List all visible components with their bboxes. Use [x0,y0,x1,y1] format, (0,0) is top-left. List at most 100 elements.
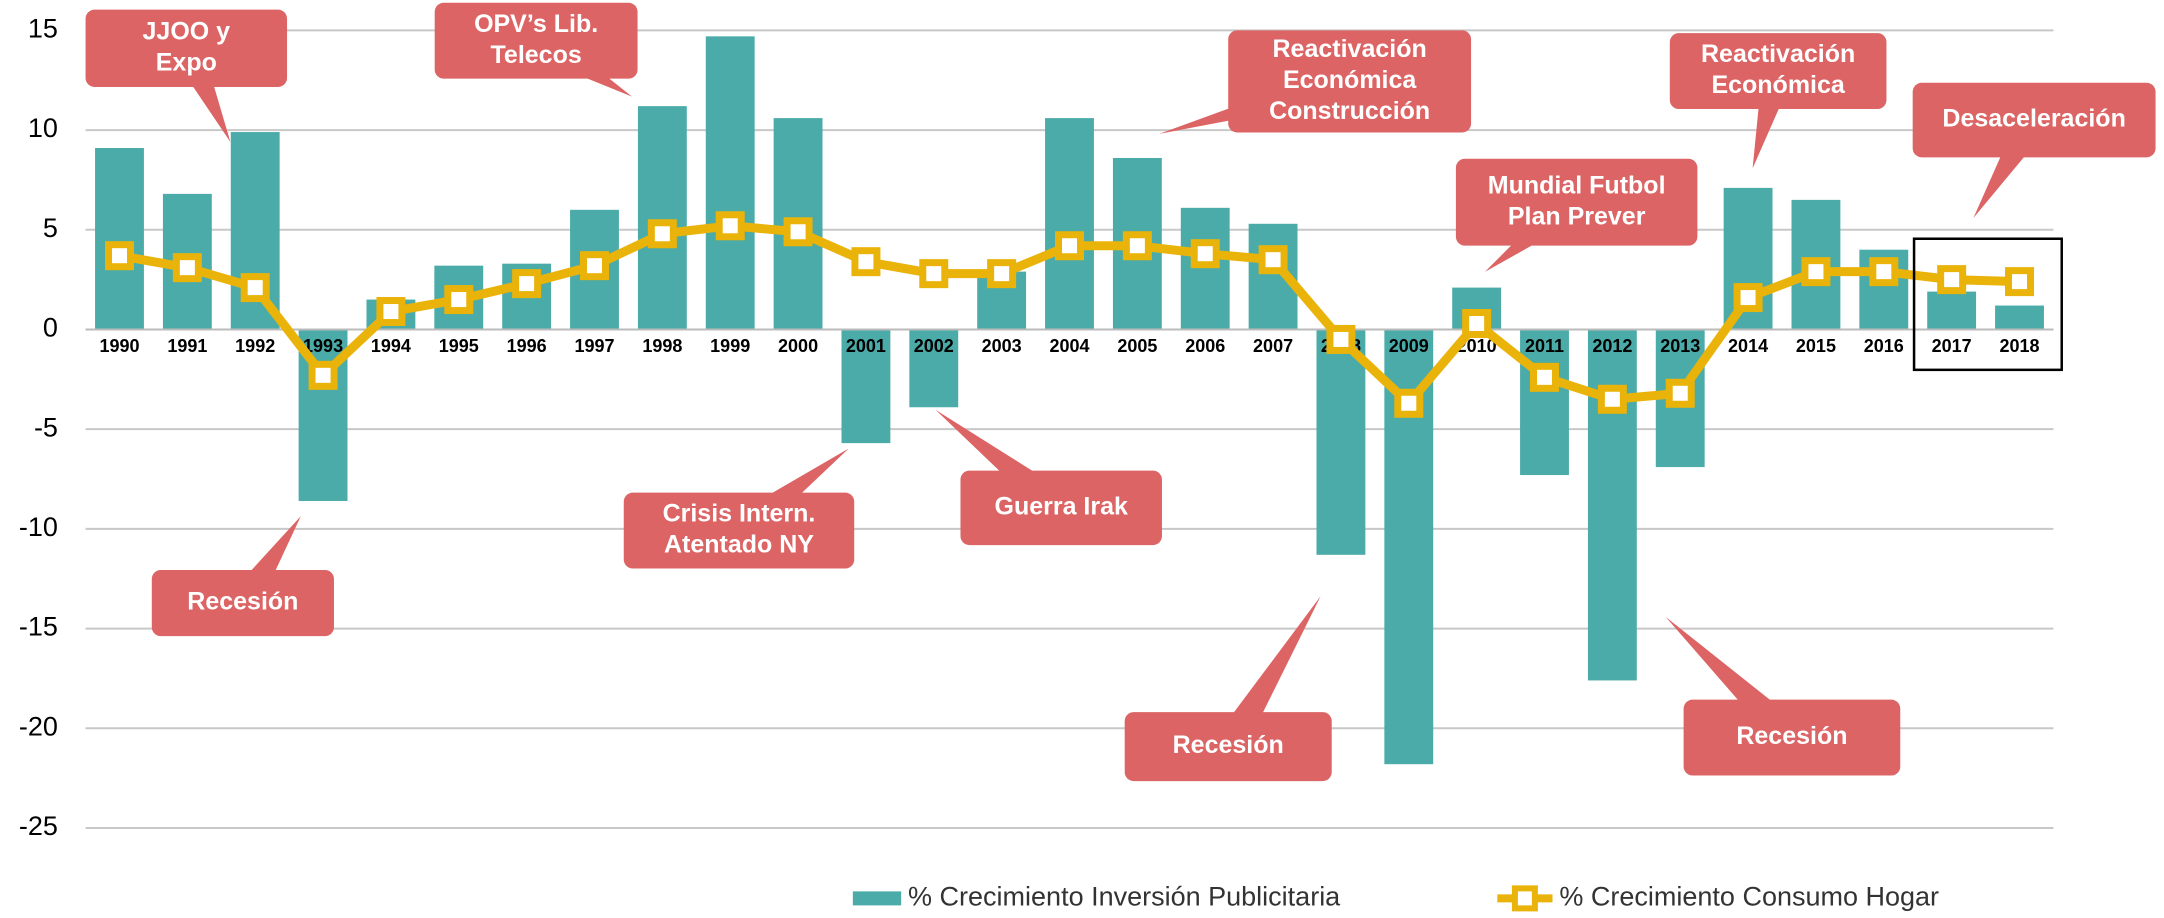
y-tick-label: -10 [19,512,58,542]
legend-label: % Crecimiento Consumo Hogar [1559,882,1939,912]
callout-text: Reactivación [1701,40,1855,68]
callout-text: Recesión [1173,731,1284,759]
y-tick-label: -15 [19,612,58,642]
line-marker [851,247,881,277]
callout-text: Económica [1711,71,1845,99]
callout-text: Crisis Intern. [663,500,816,528]
callout-text: Desaceleración [1942,105,2125,133]
x-tick-label: 2002 [914,336,954,356]
callout-box [434,2,638,79]
callout: JJOO y Expo [85,9,288,143]
x-tick-label: 1996 [507,336,547,356]
x-tick-label: 2000 [778,336,818,356]
bar [1316,329,1366,555]
y-tick-label: -25 [19,811,58,841]
x-tick-label: 2011 [1525,336,1564,356]
line-marker [579,251,609,281]
bar [95,148,144,330]
x-tick-label: 2014 [1728,336,1768,356]
y-tick-label: -20 [19,711,58,741]
x-tick-label: 2015 [1796,336,1836,356]
x-tick-label: 1990 [99,336,139,356]
line-marker [1055,231,1084,261]
line-marker [308,360,338,390]
x-tick-label: 1999 [710,336,750,356]
x-tick-label: 1997 [574,336,614,356]
x-tick-label: 2001 [846,336,886,356]
callout-text: Atentado NY [664,531,814,559]
callout-box [1669,33,1887,110]
y-tick-label: 15 [28,13,58,43]
line-marker [172,253,202,283]
y-tick-label: 0 [43,313,58,343]
callout-box [1683,699,1901,776]
x-tick-label: 1993 [303,336,343,356]
x-tick-label: 2005 [1117,336,1157,356]
callout-text: Mundial Futbol [1488,171,1666,199]
callout-text: Guerra Irak [995,492,1129,520]
line-marker [376,297,406,327]
line-marker [1258,245,1288,275]
x-tick-label: 1995 [439,336,479,356]
line-marker [715,211,745,241]
callout-text: Construcción [1269,97,1430,125]
y-tick-label: 5 [43,213,58,243]
line-marker [2005,267,2035,297]
callout: Desaceleración [1912,82,2156,219]
line-marker [1597,384,1627,414]
legend-label: % Crecimiento Inversión Publicitaria [908,882,1341,912]
line-marker [444,285,474,315]
callout-text: Recesión [187,588,298,616]
callout-text: Recesión [1736,722,1847,750]
callout: Guerra Irak [935,409,1162,546]
callout: Crisis Intern. Atentado NY [623,448,855,569]
y-tick-label: 10 [28,113,58,143]
line-marker [987,259,1017,289]
line-marker [240,273,270,303]
bar [1995,305,2044,330]
x-tick-label: 2012 [1592,336,1632,356]
bar [1927,291,1977,330]
callout: Recesión [151,516,334,637]
highlight-box [1912,237,2063,372]
bar [841,329,891,444]
line-marker [1937,265,1967,295]
line-marker [647,219,677,249]
callout-text: Reactivación [1273,35,1427,63]
line-marker [1665,378,1695,408]
callout: Reactivación Económica Construcción [1159,30,1472,134]
x-tick-label: 2009 [1389,336,1429,356]
callout-text: Expo [156,48,217,76]
line-marker [1733,283,1763,313]
legend-marker [1511,885,1538,912]
line-marker [1869,257,1899,287]
x-tick-label: 2007 [1253,336,1293,356]
bar [1520,329,1569,476]
callout-text: JJOO y [143,17,231,45]
line-marker [104,241,134,271]
x-tick-label: 1992 [235,336,275,356]
bar [1587,329,1637,681]
callout: Mundial Futbol Plan Prever [1455,158,1698,272]
callout-box [1455,158,1698,246]
callout-box [1124,712,1332,782]
line-marker [1462,308,1492,338]
bar [1180,207,1230,330]
bar [637,106,687,330]
line-marker [783,217,813,247]
callout-box [960,470,1162,546]
callout-text: Telecos [491,41,582,69]
callout-box [85,9,288,87]
x-tick-label: 2013 [1660,336,1700,356]
x-tick-label: 2017 [1932,336,1972,356]
callout-box [151,569,334,637]
bar [1045,118,1094,330]
line-marker [1190,239,1220,269]
bar [705,36,755,330]
x-tick-label: 2004 [1049,336,1089,356]
callout-box [1228,30,1472,133]
callout-text: Económica [1283,66,1417,94]
callout: OPV’s Lib. Telecos [434,2,638,97]
line-marker [1530,362,1560,392]
